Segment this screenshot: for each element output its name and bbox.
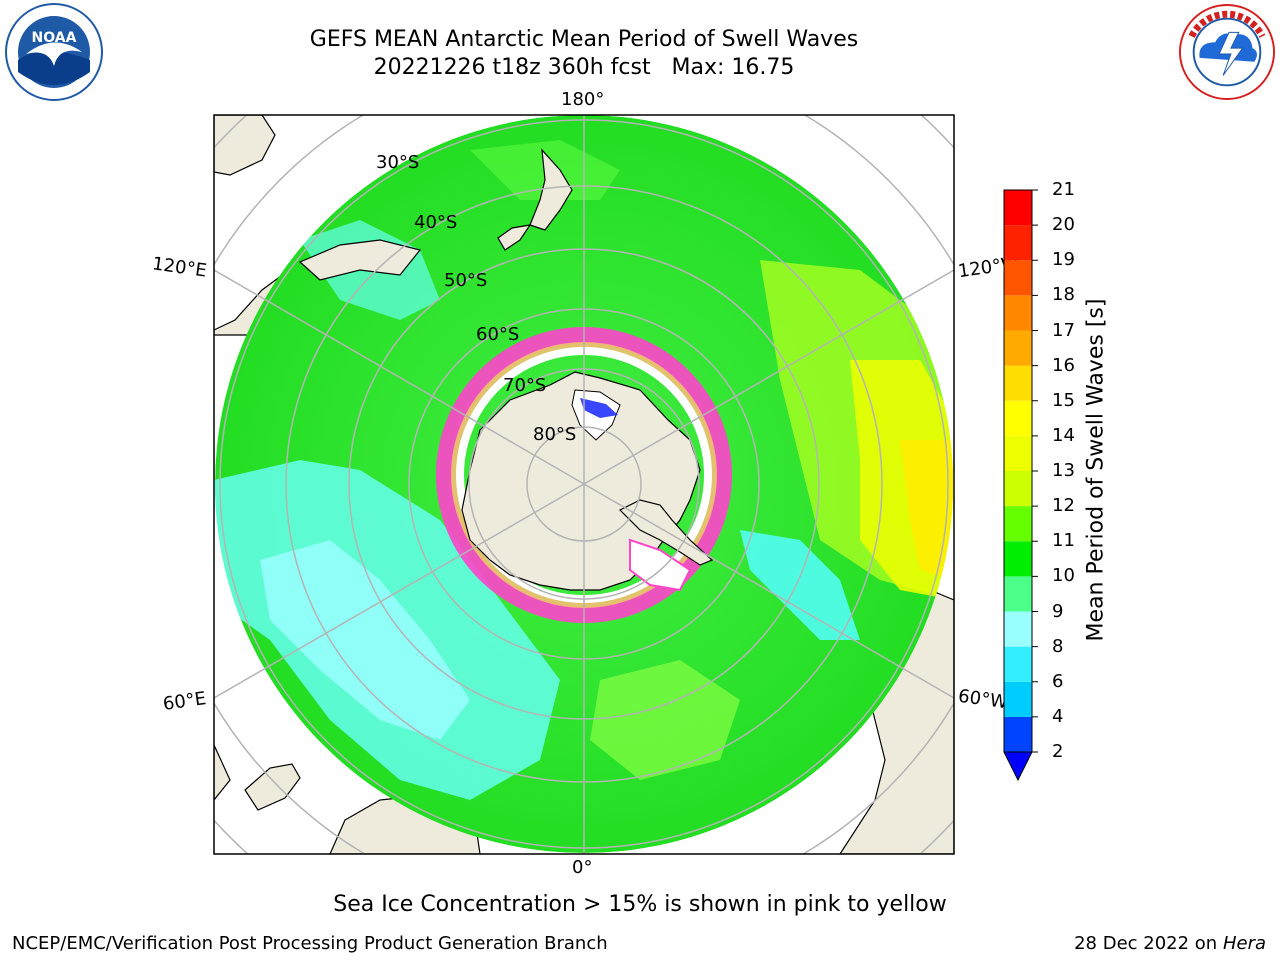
chart-subtitle: 20221226 t18z 360h fcst Max: 16.75 [373,55,795,80]
colorbar-segment [1004,330,1032,366]
lat-label-80s: 80°S [533,424,577,445]
colorbar-tick-label: 10 [1052,565,1075,587]
sea-ice-note: Sea Ice Concentration > 15% is shown in … [333,892,947,917]
colorbar-tick-label: 4 [1052,705,1064,727]
colorbar-tick-label: 13 [1052,460,1075,481]
colorbar-segment [1004,260,1032,296]
colorbar-segment [1004,400,1032,436]
colorbar-tick-label: 16 [1052,354,1075,376]
colorbar-segment [1004,435,1032,471]
colorbar-label: Mean Period of Swell Waves [s] [1083,298,1109,642]
colorbar-segment [1004,716,1032,752]
colorbar-tick-label: 8 [1052,635,1064,657]
colorbar-tick-label: 9 [1052,600,1064,622]
footer-credit: NCEP/EMC/Verification Post Processing Pr… [12,933,608,954]
colorbar-tick-label: 17 [1052,319,1075,341]
colorbar-tick-label: 6 [1052,670,1064,692]
colorbar-segment [1004,225,1032,261]
colorbar-segment [1004,190,1032,226]
colorbar-tick-label: 21 [1052,179,1075,200]
noaa-logo-text: NOAA [32,30,77,46]
colorbar-tick-label: 20 [1052,214,1075,236]
noaa-logo-icon: NOAA [5,3,103,101]
nws-logo-icon [1178,3,1276,101]
colorbar-tick-label: 11 [1052,530,1075,552]
colorbar-tick-label: 2 [1052,741,1064,762]
colorbar-tick-label: 14 [1052,424,1075,446]
colorbar-segment [1004,576,1032,612]
colorbar-extend-arrow [1003,751,1033,782]
lat-label-70s: 70°S [503,375,547,396]
land-antarctic-peninsula [618,499,714,566]
land-new-zealand [529,148,573,231]
footer-date-text: 28 Dec 2022 on [1074,933,1218,954]
colorbar-segment [1004,541,1032,577]
colorbar-segment [1004,471,1032,507]
land-outer-1 [214,115,276,176]
colorbar-segment [1004,646,1032,682]
colorbar-tick-label: 19 [1052,249,1075,271]
land-madagascar [244,763,301,811]
colorbar-segment [1004,365,1032,401]
colorbar [1003,189,1038,782]
footer-host: Hera [1222,933,1266,954]
footer-date: 28 Dec 2022 on Hera [1074,933,1266,954]
colorbar-tick-label: 15 [1052,389,1075,411]
lon-label-0: 0° [572,857,593,878]
colorbar-segment [1004,681,1032,717]
meridians [214,115,954,854]
lat-label-50s: 50°S [444,270,488,291]
lat-label-60s: 60°S [476,324,520,345]
chart-title: GEFS MEAN Antarctic Mean Period of Swell… [309,27,859,52]
colorbar-tick-label: 18 [1052,284,1075,306]
lon-label-180: 180° [561,89,605,110]
colorbar-segment [1004,295,1032,331]
land-antarctica [461,371,701,591]
colorbar-segment [1004,611,1032,647]
lat-label-40s: 40°S [414,212,458,233]
colorbar-segment [1004,506,1032,542]
map-frame [213,114,955,855]
colorbar-tick-label: 12 [1052,495,1075,517]
lat-label-30s: 30°S [376,152,420,173]
